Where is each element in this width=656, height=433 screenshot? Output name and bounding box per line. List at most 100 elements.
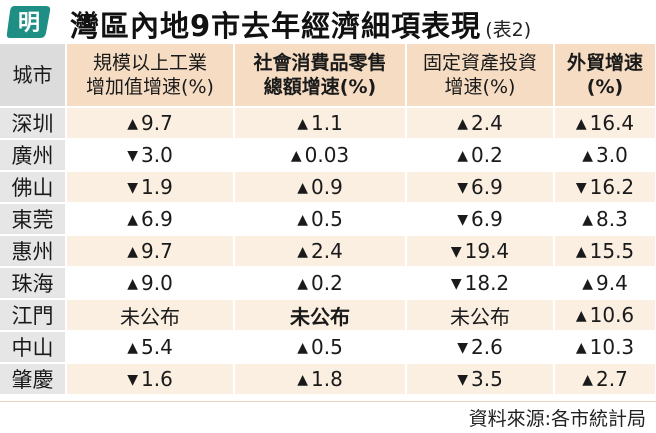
cell-value: 19.4 — [464, 239, 510, 263]
table-header-row: 城市 規模以上工業 增加值增速(%) 社會消費品零售 總額增速(%) 固定資產投資增… — [0, 44, 656, 108]
arrow-up-icon: ▲ — [575, 116, 587, 132]
value-cell: ▼ 19.4 — [406, 235, 555, 268]
title-subtitle: (表2) — [485, 19, 532, 41]
value-cell: ▲ 9.0 — [66, 267, 235, 300]
table-row: 惠州 ▲ 9.7 ▲ 2.4 ▼ 19.4 ▲ 15.5 — [0, 235, 656, 268]
arrow-down-icon: ▼ — [457, 212, 468, 228]
city-cell: 中山 — [0, 331, 67, 364]
column-header-line: 固定資產投資 — [422, 52, 537, 74]
column-header-line: 規模以上工業 — [92, 52, 207, 74]
cell-value: 9.0 — [140, 271, 173, 295]
cell-value: 0.5 — [310, 335, 343, 359]
column-header-investment: 固定資產投資 增速(%) — [406, 44, 555, 108]
cell-value: 10.6 — [589, 303, 635, 327]
arrow-up-icon: ▲ — [127, 116, 138, 132]
arrow-down-icon: ▼ — [127, 148, 138, 164]
arrow-down-icon: ▼ — [457, 340, 468, 356]
cell-value: 16.2 — [589, 175, 635, 199]
arrow-up-icon: ▲ — [582, 276, 593, 292]
cell-value: 未公布 — [120, 304, 180, 329]
ming-pao-logo-icon: 明 — [6, 6, 51, 38]
city-cell: 惠州 — [0, 235, 67, 268]
value-cell: ▲ 9.7 — [66, 235, 235, 268]
arrow-up-icon: ▲ — [290, 148, 302, 164]
value-cell: ▲ 8.3 — [554, 203, 656, 236]
cell-value: 8.3 — [595, 207, 628, 231]
table-row: 深圳 ▲ 9.7 ▲ 1.1 ▲ 2.4 ▲ 16.4 — [0, 107, 656, 140]
cell-value: 3.5 — [470, 367, 503, 391]
arrow-up-icon: ▲ — [297, 180, 308, 196]
arrow-up-icon: ▲ — [457, 116, 468, 132]
cell-value: 2.4 — [310, 239, 343, 263]
economic-table: 城市 規模以上工業 增加值增速(%) 社會消費品零售 總額增速(%) 固定資產投資增… — [0, 44, 656, 396]
arrow-up-icon: ▲ — [127, 244, 138, 260]
column-header-line: 城市 — [12, 63, 53, 87]
page-title: 灣區內地9市去年經濟細項表現 (表2) — [70, 3, 531, 45]
cell-value: 0.2 — [470, 143, 503, 167]
table-row: 中山 ▲ 5.4 ▲ 0.5 ▼ 2.6 ▲ 10.3 — [0, 331, 656, 364]
column-header-city: 城市 — [0, 44, 67, 108]
column-header-line: 社會消費品零售 — [253, 52, 387, 74]
value-cell: ▲ 0.2 — [406, 139, 555, 172]
arrow-up-icon: ▲ — [575, 308, 587, 324]
cell-value: 0.2 — [310, 271, 343, 295]
arrow-up-icon: ▲ — [297, 276, 308, 292]
value-cell: 未公布 — [406, 299, 555, 332]
table-row: 東莞 ▲ 6.9 ▲ 0.5 ▼ 6.9 ▲ 8.3 — [0, 203, 656, 236]
value-cell: ▲ 9.4 — [554, 267, 656, 300]
value-cell: ▲ 3.0 — [554, 139, 656, 172]
arrow-up-icon: ▲ — [297, 244, 308, 260]
value-cell: ▼ 16.2 — [554, 171, 656, 204]
city-cell: 深圳 — [0, 107, 67, 140]
svg-text:明: 明 — [18, 11, 40, 36]
arrow-up-icon: ▲ — [127, 276, 138, 292]
column-header-trade: 外貿增速 (%) — [554, 44, 656, 108]
cell-value: 1.9 — [140, 175, 173, 199]
header: 明 灣區內地9市去年經濟細項表現 (表2) — [0, 0, 656, 44]
value-cell: ▲ 16.4 — [554, 107, 656, 140]
cell-value: 未公布 — [290, 304, 350, 329]
cell-value: 10.3 — [589, 335, 635, 359]
arrow-up-icon: ▲ — [457, 148, 468, 164]
value-cell: ▲ 0.9 — [234, 171, 407, 204]
arrow-down-icon: ▼ — [575, 180, 587, 196]
arrow-up-icon: ▲ — [127, 212, 138, 228]
value-cell: ▲ 15.5 — [554, 235, 656, 268]
table-body: 深圳 ▲ 9.7 ▲ 1.1 ▲ 2.4 ▲ 16.4 廣州 ▼ 3.0 ▲ 0.03 ▲ 0.2 ▲ 3.0 佛山… — [0, 107, 656, 396]
value-cell: ▲ 2.4 — [406, 107, 555, 140]
value-cell: ▲ 10.3 — [554, 331, 656, 364]
cell-value: 9.4 — [595, 271, 628, 295]
value-cell: ▲ 2.7 — [554, 363, 656, 396]
arrow-down-icon: ▼ — [127, 180, 138, 196]
column-header-line: 總額增速(%) — [263, 76, 377, 98]
city-cell: 廣州 — [0, 139, 67, 172]
cell-value: 未公布 — [450, 304, 510, 329]
value-cell: 未公布 — [234, 299, 407, 332]
city-cell: 東莞 — [0, 203, 67, 236]
arrow-up-icon: ▲ — [297, 116, 308, 132]
cell-value: 2.4 — [470, 111, 503, 135]
arrow-up-icon: ▲ — [127, 340, 138, 356]
cell-value: 3.0 — [595, 143, 628, 167]
value-cell: ▼ 1.6 — [66, 363, 235, 396]
column-header-line: (%) — [586, 76, 624, 98]
column-header-retail: 社會消費品零售 總額增速(%) — [234, 44, 407, 108]
value-cell: ▼ 3.5 — [406, 363, 555, 396]
column-header-line: 增速(%) — [444, 76, 516, 98]
value-cell: ▲ 0.2 — [234, 267, 407, 300]
arrow-down-icon: ▼ — [457, 372, 468, 388]
divider — [0, 401, 656, 402]
cell-value: 16.4 — [589, 111, 635, 135]
column-header-line: 增加值增速(%) — [86, 76, 214, 98]
arrow-up-icon: ▲ — [575, 340, 587, 356]
value-cell: ▲ 2.4 — [234, 235, 407, 268]
cell-value: 6.9 — [140, 207, 173, 231]
city-cell: 肇慶 — [0, 363, 67, 396]
cell-value: 2.6 — [470, 335, 503, 359]
cell-value: 3.0 — [140, 143, 173, 167]
value-cell: ▲ 5.4 — [66, 331, 235, 364]
value-cell: ▲ 9.7 — [66, 107, 235, 140]
value-cell: ▲ 1.8 — [234, 363, 407, 396]
value-cell: ▼ 18.2 — [406, 267, 555, 300]
value-cell: ▲ 0.03 — [234, 139, 407, 172]
